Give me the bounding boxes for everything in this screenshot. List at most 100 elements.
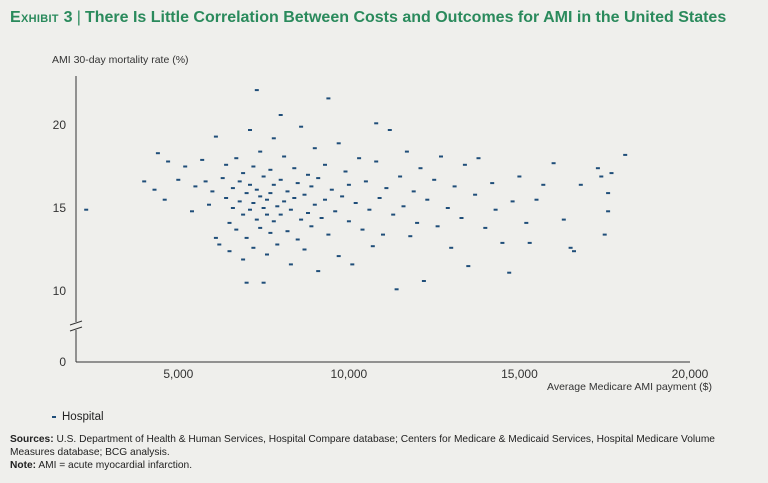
- data-point: [271, 137, 276, 140]
- data-point: [595, 167, 600, 170]
- data-point: [350, 263, 355, 266]
- data-point: [353, 202, 358, 204]
- data-point: [346, 220, 351, 223]
- data-point: [248, 183, 252, 186]
- data-point: [224, 163, 229, 166]
- data-point: [435, 225, 440, 228]
- data-point: [248, 208, 252, 211]
- data-point: [220, 177, 225, 180]
- y-axis-break-mark: [69, 320, 83, 326]
- data-point: [578, 183, 583, 186]
- data-point: [271, 183, 276, 186]
- data-point: [452, 185, 457, 188]
- data-point: [445, 207, 450, 209]
- data-point: [476, 157, 481, 160]
- x-tick-label: 10,000: [331, 367, 368, 381]
- data-point: [207, 203, 211, 206]
- data-point: [176, 178, 181, 181]
- data-point: [295, 182, 300, 185]
- data-point: [340, 195, 345, 198]
- legend-marker: [52, 416, 56, 418]
- data-point: [224, 197, 229, 199]
- title-separator: |: [76, 9, 81, 26]
- data-point: [449, 246, 454, 249]
- data-point: [265, 253, 269, 256]
- data-point: [357, 157, 362, 160]
- data-point: [391, 213, 396, 216]
- data-point: [142, 180, 147, 183]
- legend-label: Hospital: [62, 411, 104, 423]
- data-point: [323, 198, 327, 201]
- data-point: [500, 241, 505, 244]
- data-point: [316, 177, 321, 180]
- data-point: [230, 207, 235, 209]
- data-point: [230, 187, 235, 190]
- y-tick-label: 15: [53, 201, 67, 215]
- data-point: [244, 281, 249, 284]
- y-tick-label: 20: [53, 118, 67, 132]
- data-point: [336, 142, 341, 145]
- data-point: [343, 170, 348, 173]
- data-point: [572, 250, 576, 253]
- data-point: [374, 122, 379, 125]
- data-point: [387, 129, 392, 131]
- data-point: [363, 180, 368, 183]
- data-point: [432, 178, 437, 181]
- data-point: [309, 225, 314, 228]
- data-point: [599, 175, 604, 178]
- data-point: [316, 270, 321, 273]
- legend: Hospital: [52, 411, 104, 423]
- data-point: [265, 198, 269, 201]
- data-point: [394, 288, 399, 291]
- data-point: [234, 228, 239, 231]
- data-point: [490, 182, 495, 185]
- data-point: [268, 231, 273, 234]
- data-point: [244, 192, 249, 195]
- data-point: [306, 212, 310, 214]
- x-axis-label: Average Medicare AMI payment ($): [547, 381, 712, 393]
- data-point: [302, 248, 307, 251]
- data-point: [312, 147, 317, 150]
- data-point: [288, 208, 293, 211]
- data-point: [326, 97, 331, 100]
- data-point: [258, 226, 263, 229]
- data-point: [418, 167, 423, 170]
- data-point: [374, 160, 379, 163]
- y-tick-label: 0: [59, 355, 66, 369]
- exhibit-number: Exhibit 3: [10, 9, 73, 26]
- scatter-plot: 0 10 15 20 5,000 10,000 15,000 20,000: [53, 76, 709, 381]
- sources-label: Sources:: [10, 434, 54, 445]
- data-point: [282, 155, 287, 158]
- x-tick-label: 5,000: [163, 367, 193, 381]
- data-point: [510, 200, 515, 203]
- data-point: [312, 203, 317, 206]
- data-point: [278, 213, 283, 216]
- data-point: [183, 165, 188, 168]
- data-point: [251, 202, 256, 204]
- data-point: [609, 172, 614, 175]
- data-point: [408, 235, 413, 238]
- data-point: [299, 218, 304, 221]
- data-point: [323, 163, 327, 166]
- data-point: [462, 163, 467, 166]
- data-point: [261, 175, 266, 178]
- data-point: [561, 218, 566, 221]
- data-point: [326, 233, 331, 236]
- data-point: [254, 218, 259, 221]
- data-point: [237, 180, 242, 183]
- data-point: [234, 157, 239, 160]
- data-point: [275, 205, 280, 208]
- data-point: [282, 200, 287, 203]
- data-point: [534, 198, 539, 201]
- note-text: AMI = acute myocardial infarction.: [38, 460, 193, 471]
- data-point: [306, 173, 310, 176]
- data-point: [268, 192, 273, 195]
- data-point: [152, 188, 157, 191]
- data-point: [213, 135, 218, 138]
- title-text: There Is Little Correlation Between Cost…: [84, 9, 727, 26]
- data-point: [166, 160, 171, 163]
- data-point: [367, 208, 372, 211]
- data-point: [251, 165, 256, 168]
- data-point: [493, 208, 498, 211]
- data-point: [309, 185, 314, 188]
